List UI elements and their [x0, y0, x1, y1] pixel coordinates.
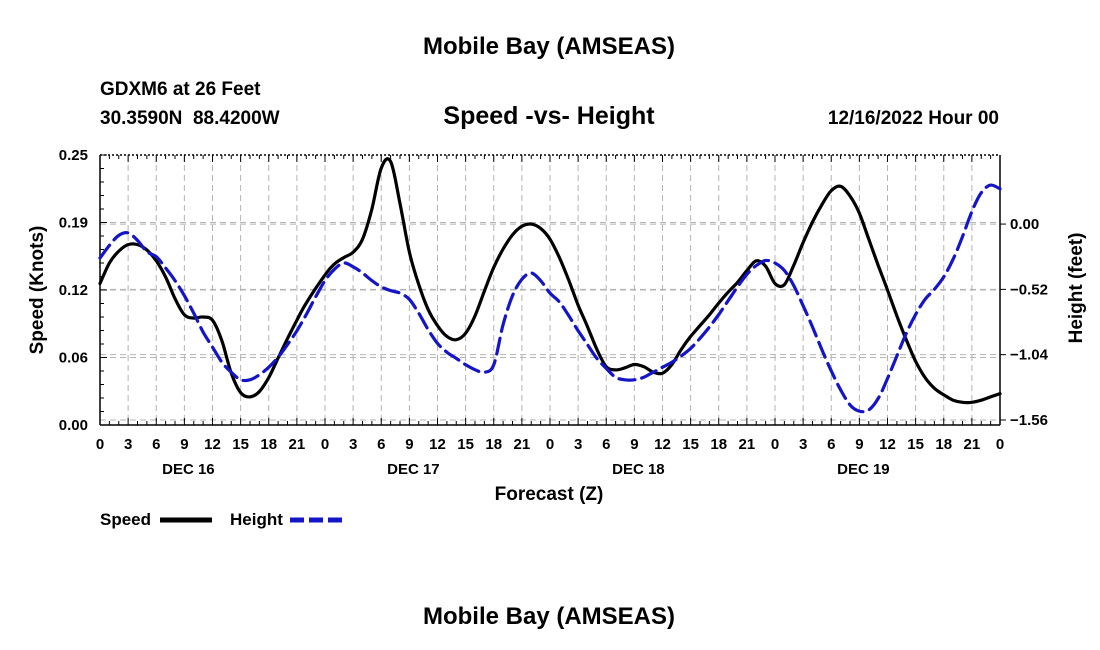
x-tick-label: 0 [771, 436, 779, 453]
chart-title: Speed -vs- Height [443, 102, 655, 130]
x-tick-label: 0 [321, 436, 329, 453]
station-name: GDXM6 at 26 Feet [100, 79, 261, 100]
series-lines [98, 157, 1002, 414]
x-tick-label: 3 [124, 436, 132, 453]
station-coordinates: 30.3590N 88.4200W [100, 108, 280, 129]
left-y-tick-label: 0.06 [59, 350, 88, 367]
x-tick-label: 0 [996, 436, 1004, 453]
x-tick-label: 9 [855, 436, 863, 453]
x-tick-label: 15 [907, 436, 924, 453]
legend-label-speed: Speed [100, 510, 151, 529]
run-time: 12/16/2022 Hour 00 [828, 108, 999, 129]
x-axis-label: Forecast (Z) [495, 484, 604, 505]
left-y-tick-label: 0.19 [59, 215, 88, 232]
tick-labels: 0 3 6 9 12 15 18 21 0 3 6 9 12 15 18 21 0 3 6 9 12 15 18 21 0 3 6 9… [59, 147, 1049, 478]
legend: Speed Height [100, 510, 342, 529]
axes [99, 154, 1006, 426]
x-day-label: DEC 17 [387, 461, 440, 478]
x-tick-label: 6 [152, 436, 160, 453]
x-tick-label: 6 [377, 436, 385, 453]
left-y-tick-label: 0.25 [59, 147, 88, 164]
x-tick-label: 12 [879, 436, 896, 453]
x-tick-label: 21 [514, 436, 531, 453]
x-tick-label: 15 [682, 436, 699, 453]
x-tick-label: 3 [349, 436, 357, 453]
x-tick-label: 3 [574, 436, 582, 453]
x-tick-label: 12 [204, 436, 221, 453]
x-tick-label: 6 [602, 436, 610, 453]
x-tick-label: 12 [654, 436, 671, 453]
left-y-tick-label: 0.00 [59, 417, 88, 434]
grid-lines [100, 155, 1000, 425]
x-day-label: DEC 18 [612, 461, 665, 478]
right-y-axis-label: Height (feet) [1066, 233, 1087, 344]
x-tick-label: 15 [457, 436, 474, 453]
series-line-height [98, 183, 1002, 414]
x-tick-label: 9 [630, 436, 638, 453]
series-line-speed [98, 157, 1002, 405]
legend-label-height: Height [230, 510, 283, 529]
x-tick-label: 21 [739, 436, 756, 453]
x-tick-label: 21 [289, 436, 306, 453]
x-day-label: DEC 16 [162, 461, 215, 478]
x-tick-label: 18 [935, 436, 952, 453]
x-tick-label: 18 [485, 436, 502, 453]
right-y-tick-label: −0.52 [1010, 281, 1048, 298]
right-y-tick-label: −1.04 [1010, 347, 1049, 364]
right-y-tick-label: 0.00 [1010, 216, 1039, 233]
page-title: Mobile Bay (AMSEAS) [423, 33, 675, 60]
x-tick-label: 0 [546, 436, 554, 453]
x-tick-label: 18 [260, 436, 277, 453]
x-tick-label: 9 [180, 436, 188, 453]
x-tick-label: 21 [964, 436, 981, 453]
x-tick-label: 12 [429, 436, 446, 453]
footer-title: Mobile Bay (AMSEAS) [423, 603, 675, 630]
left-y-axis-label: Speed (Knots) [27, 226, 48, 355]
right-y-tick-label: −1.56 [1010, 412, 1048, 429]
x-tick-label: 18 [710, 436, 727, 453]
x-tick-label: 6 [827, 436, 835, 453]
x-tick-label: 9 [405, 436, 413, 453]
x-tick-label: 0 [96, 436, 104, 453]
x-tick-label: 15 [232, 436, 249, 453]
x-tick-label: 3 [799, 436, 807, 453]
x-day-label: DEC 19 [837, 461, 890, 478]
left-y-tick-label: 0.12 [59, 282, 88, 299]
